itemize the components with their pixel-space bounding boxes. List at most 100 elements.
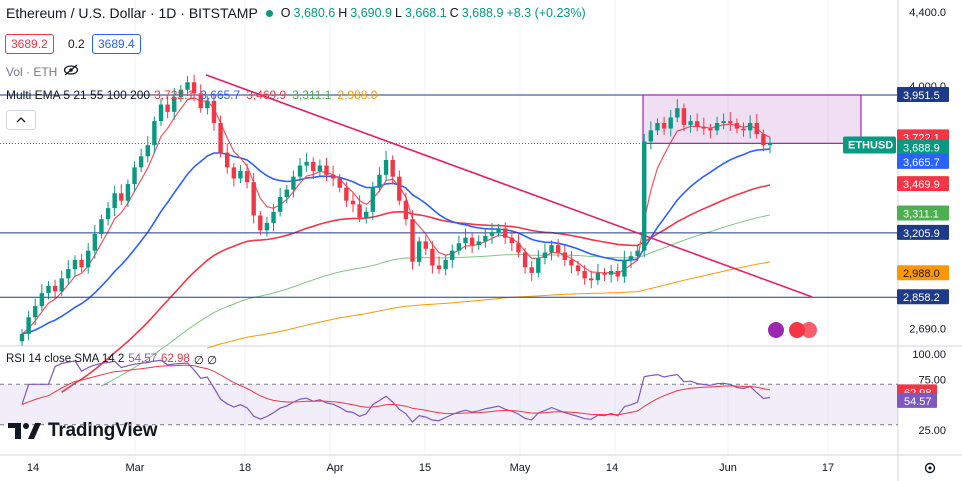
settings-gear-icon[interactable]: [923, 461, 937, 478]
market-status-icon: [265, 9, 273, 17]
candle-body: [211, 100, 217, 123]
candle-body: [503, 228, 508, 238]
symbol-title[interactable]: Ethereum / U.S. Dollar · 1D · BITSTAMP: [6, 5, 258, 21]
collapse-legend-button[interactable]: [6, 110, 36, 130]
price-tick-label: 2,690.0: [909, 323, 946, 335]
candle-body: [46, 285, 51, 294]
candle-body: [615, 271, 620, 277]
candle-body: [423, 241, 428, 249]
candle-body: [536, 258, 541, 273]
candle-body: [152, 121, 157, 146]
price-scale-badge: [897, 176, 949, 192]
legend-row: Ethereum / U.S. Dollar · 1D · BITSTAMP O…: [6, 5, 586, 21]
candle-body: [138, 156, 144, 168]
candle-body: [635, 250, 640, 257]
candle-body: [337, 178, 342, 188]
candle-body: [271, 211, 276, 223]
price-scale-badge: [897, 86, 949, 102]
price-scale-badge: [897, 265, 949, 281]
buy-button[interactable]: 3689.4: [92, 34, 141, 54]
candle-body: [178, 89, 184, 98]
candle-body: [642, 141, 647, 251]
candle-body: [754, 123, 759, 135]
ema100-path: [101, 214, 771, 387]
change-value: +8.3 (+0.23%): [506, 6, 586, 20]
candle-body: [496, 228, 501, 233]
candle-body: [681, 108, 687, 125]
candle-body: [317, 165, 323, 172]
candle-body: [688, 121, 693, 125]
candle-body: [59, 278, 64, 292]
candle-body: [450, 250, 455, 260]
candle-body: [119, 193, 124, 201]
ema-values: 3,722.1 3,665.7 3,469.9 3,311.1 2,988.0: [154, 88, 377, 102]
candle-body: [304, 161, 309, 166]
trendline: [205, 74, 813, 298]
time-tick-label: Mar: [126, 462, 145, 474]
candle-body: [72, 259, 78, 270]
price-scale-label: 3,665.7: [903, 157, 940, 169]
candle-body: [741, 128, 746, 131]
price-scale-label: 3,205.9: [903, 228, 940, 240]
candle-body: [708, 128, 713, 131]
time-tick-label: Jun: [719, 462, 737, 474]
candle-body: [26, 317, 31, 334]
ema-value: 3,311.1: [292, 88, 332, 102]
candle-body: [542, 252, 548, 259]
price-scale-label: 3,311.1: [903, 208, 939, 220]
candles-layer: [19, 74, 773, 346]
candle-body: [469, 237, 475, 246]
candle-body: [582, 271, 587, 279]
candle-body: [79, 259, 84, 268]
eye-hidden-icon[interactable]: [63, 64, 79, 79]
candle-body: [701, 126, 707, 129]
candle-body: [761, 134, 766, 146]
time-tick-label: 15: [419, 462, 431, 474]
symbol-tag-bg: [843, 136, 896, 154]
candle-body: [483, 235, 488, 242]
range-box: [642, 94, 862, 144]
price-scale-badge: [897, 153, 949, 169]
spread-value: 0.2: [68, 37, 85, 51]
ema-legend[interactable]: Multi EMA 5 21 55 100 200 3,722.1 3,665.7…: [6, 88, 378, 102]
candle-body: [284, 189, 289, 197]
rsi-sma-line: [21, 364, 771, 416]
candle-body: [767, 143, 773, 146]
candle-body: [721, 121, 726, 123]
candle-body: [19, 333, 25, 342]
us-flag-icon: [789, 322, 805, 338]
rsi-legend[interactable]: RSI 14 close SMA 14 2 54.57 62.98 ∅ ∅: [6, 353, 218, 367]
descending-trendline: [205, 74, 813, 298]
candle-body: [675, 108, 680, 118]
candle-body: [52, 285, 58, 292]
candle-body: [350, 200, 356, 205]
candle-body: [330, 174, 336, 179]
candle-body: [456, 243, 462, 251]
candle-body: [132, 167, 137, 185]
candle-body: [436, 265, 442, 270]
candle-body: [125, 184, 131, 201]
candle-body: [145, 145, 150, 157]
candle-body: [476, 241, 481, 246]
rsi-value-label: 54.57: [904, 396, 932, 408]
ema-value: 2,988.0: [337, 88, 378, 102]
price-scale-label: 3,688.9: [903, 143, 940, 155]
tradingview-logo[interactable]: TradingView: [8, 420, 158, 442]
candle-body: [714, 123, 720, 131]
candle-body: [85, 250, 91, 268]
volume-legend[interactable]: Vol · ETH: [6, 64, 79, 79]
candle-body: [218, 123, 223, 153]
price-scale-label: 3,951.5: [903, 90, 940, 102]
candle-body: [589, 278, 594, 281]
rsi-tick-label: 100.00: [912, 349, 946, 361]
candle-body: [628, 256, 634, 260]
candle-body: [443, 259, 448, 270]
rsi-band: [0, 384, 898, 425]
candle-body: [377, 174, 382, 188]
candle-body: [370, 187, 376, 212]
ema-value: 3,469.9: [246, 88, 287, 102]
candle-body: [403, 200, 409, 220]
sell-button[interactable]: 3689.2: [5, 34, 54, 54]
lightning-icon: [768, 322, 784, 338]
